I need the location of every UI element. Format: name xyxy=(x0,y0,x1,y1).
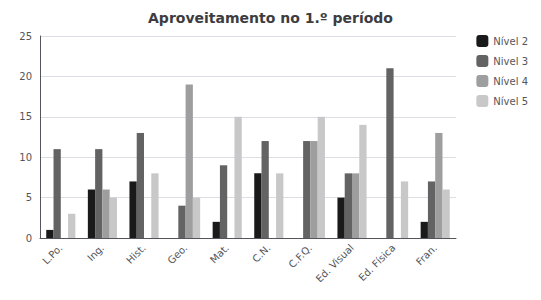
svg-text:15: 15 xyxy=(19,111,32,122)
svg-text:Hist.: Hist. xyxy=(124,242,148,266)
svg-text:Aproveitamento no 1.º período: Aproveitamento no 1.º período xyxy=(148,10,393,26)
svg-text:Mat.: Mat. xyxy=(208,242,231,265)
svg-text:C.N.: C.N. xyxy=(250,242,272,264)
svg-text:Fran.: Fran. xyxy=(414,242,439,267)
svg-text:5: 5 xyxy=(26,192,32,203)
svg-text:Nível 5: Nível 5 xyxy=(493,96,528,107)
svg-text:Nível 2: Nível 2 xyxy=(493,36,528,47)
svg-text:Ed. Física: Ed. Física xyxy=(356,242,397,283)
svg-text:Geo.: Geo. xyxy=(165,242,189,266)
svg-text:L.Po.: L.Po. xyxy=(40,242,64,266)
svg-text:10: 10 xyxy=(19,152,32,163)
svg-text:C.F.Q.: C.F.Q. xyxy=(286,242,314,270)
svg-text:0: 0 xyxy=(26,233,32,244)
svg-text:Ing.: Ing. xyxy=(85,242,106,263)
svg-text:Nivel 3: Nivel 3 xyxy=(493,56,528,67)
svg-text:Nível 4: Nível 4 xyxy=(493,76,528,87)
svg-text:Ed. Visual: Ed. Visual xyxy=(314,242,356,284)
svg-text:25: 25 xyxy=(19,31,32,42)
svg-text:20: 20 xyxy=(19,71,32,82)
